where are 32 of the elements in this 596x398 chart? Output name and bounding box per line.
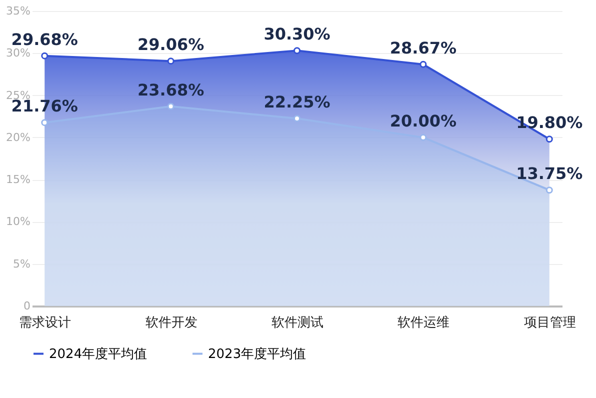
point: [546, 136, 553, 143]
point: [41, 52, 48, 60]
y-tick-label: 30%: [6, 46, 30, 60]
point: [167, 58, 174, 65]
x-tick-label: 需求设计: [19, 316, 72, 330]
point: [167, 102, 174, 110]
legend-label: 2024年度平均值: [49, 346, 148, 362]
point: [41, 119, 48, 126]
point: [294, 114, 300, 122]
y-tick-label: 10%: [6, 215, 30, 228]
x-tick-label: 软件测试: [272, 316, 324, 330]
data-label: 23.68%: [137, 80, 204, 100]
x-tick-label: 项目管理: [524, 316, 576, 330]
y-tick-label: 5%: [13, 257, 30, 270]
x-tick-label: 软件开发: [145, 316, 198, 330]
point: [420, 60, 427, 68]
data-label: 13.75%: [516, 164, 583, 184]
legend-label: 2023年度平均值: [208, 346, 306, 362]
y-tick-label: 35%: [6, 4, 30, 18]
data-label: 20.00%: [390, 111, 457, 130]
data-label: 29.06%: [137, 35, 204, 54]
data-label: 29.68%: [11, 30, 78, 49]
point: [546, 186, 553, 194]
data-label: 28.67%: [390, 38, 457, 58]
data-label: 30.30%: [264, 24, 330, 44]
point: [294, 47, 300, 54]
point: [420, 134, 427, 141]
x-tick-label: 软件运维: [398, 316, 450, 330]
y-tick-label: 15%: [6, 173, 30, 186]
data-label: 22.25%: [264, 92, 330, 112]
y-tick-label: 20%: [6, 130, 30, 144]
y-tick-label: 0: [24, 300, 30, 312]
